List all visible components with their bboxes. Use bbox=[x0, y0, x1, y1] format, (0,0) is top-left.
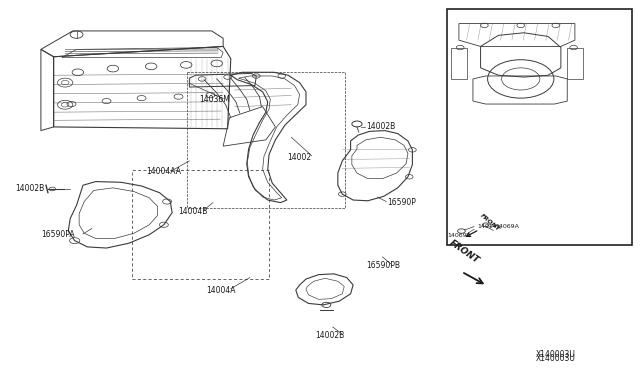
Text: 14002B: 14002B bbox=[15, 185, 45, 193]
Circle shape bbox=[352, 121, 362, 127]
Text: 16590PA: 16590PA bbox=[41, 230, 74, 239]
Bar bbox=[132, 170, 269, 279]
Text: 14036M: 14036M bbox=[199, 95, 230, 104]
Bar bbox=[447, 9, 632, 245]
Text: 14002B: 14002B bbox=[315, 331, 344, 340]
Text: 14002: 14002 bbox=[287, 153, 311, 162]
Text: 16590PB: 16590PB bbox=[366, 261, 400, 270]
Text: X140003U: X140003U bbox=[536, 354, 576, 363]
Text: 14069A: 14069A bbox=[447, 233, 471, 238]
Text: 14069A: 14069A bbox=[495, 224, 519, 229]
Text: 14002B: 14002B bbox=[366, 122, 395, 131]
Text: 14004AA: 14004AA bbox=[147, 167, 182, 176]
Text: X140003U: X140003U bbox=[536, 350, 576, 359]
Text: 14004B: 14004B bbox=[179, 206, 208, 216]
Text: FRONT: FRONT bbox=[479, 213, 501, 232]
Text: 14014: 14014 bbox=[477, 224, 497, 229]
Text: 16590P: 16590P bbox=[388, 198, 417, 207]
Text: FRONT: FRONT bbox=[447, 238, 481, 265]
Text: 14004A: 14004A bbox=[207, 286, 236, 295]
